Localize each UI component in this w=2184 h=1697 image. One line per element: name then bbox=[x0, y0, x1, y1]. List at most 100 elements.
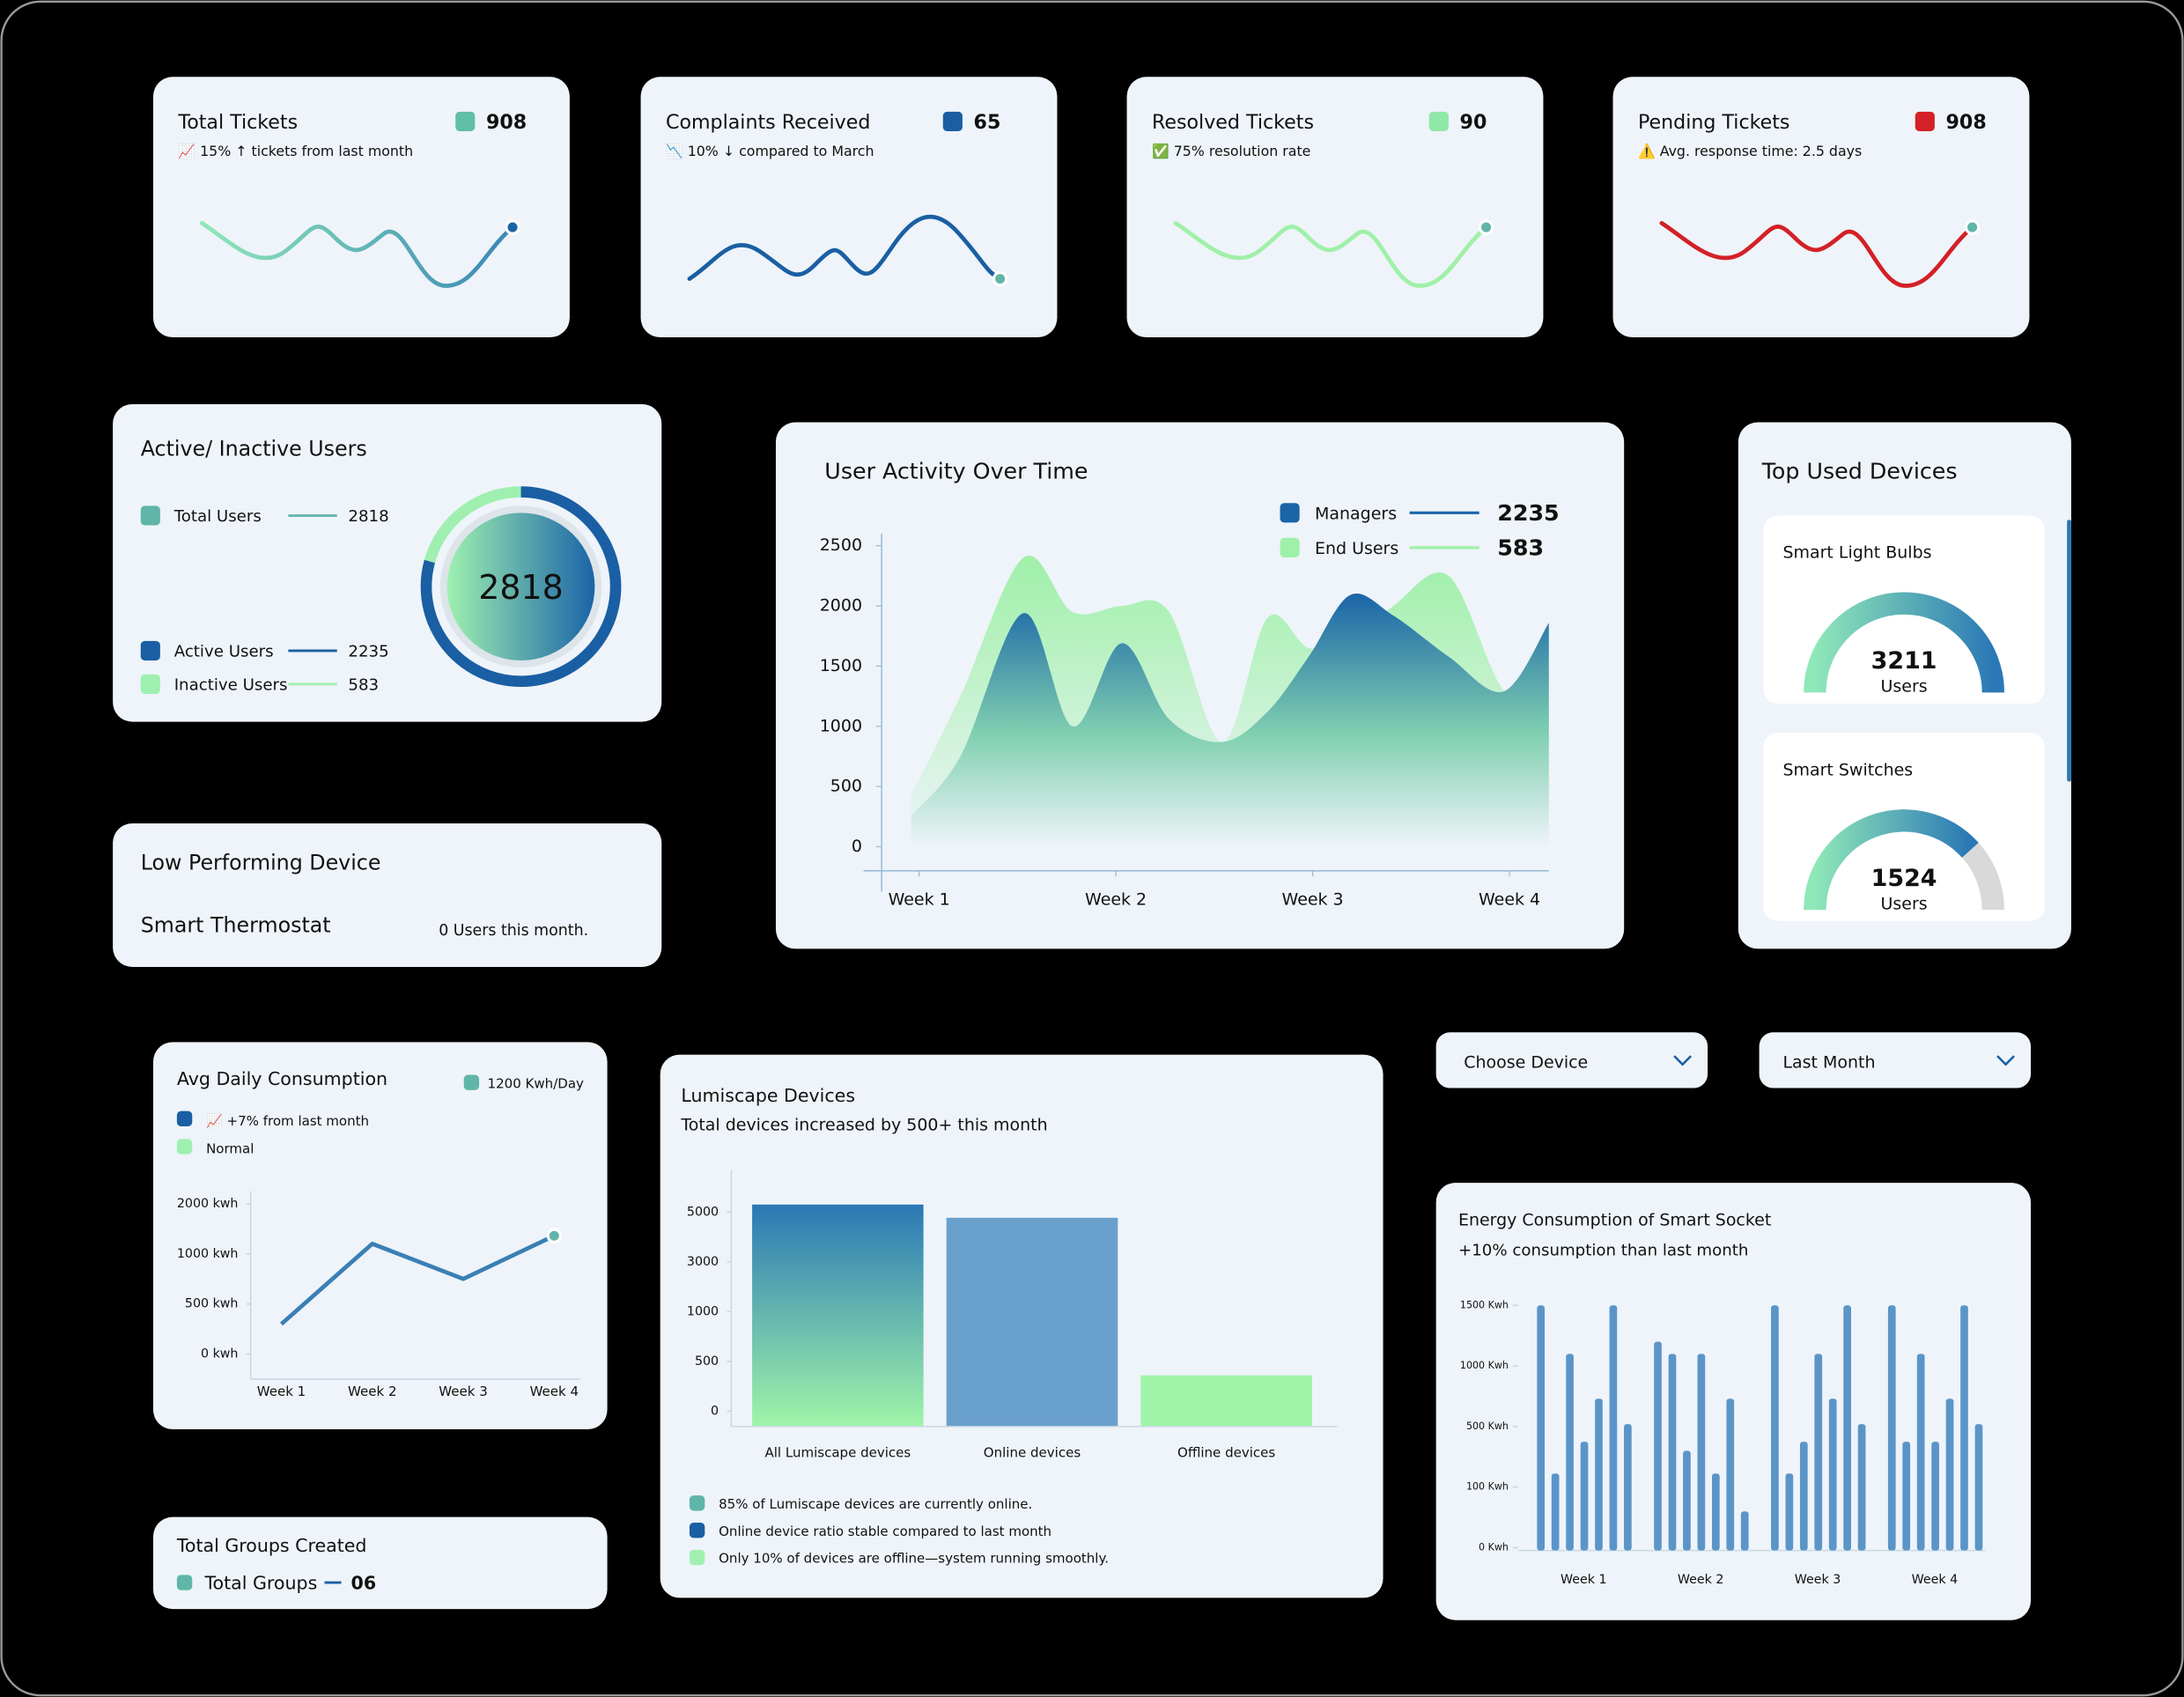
kpi-value: 90 bbox=[1460, 111, 1487, 134]
bar bbox=[1609, 1305, 1618, 1551]
y-tick-label: 1000 bbox=[820, 716, 862, 735]
bar bbox=[1771, 1305, 1779, 1551]
donut-total: 2818 bbox=[478, 568, 564, 607]
bar bbox=[1595, 1398, 1603, 1551]
y-tick-label: 0 Kwh bbox=[1479, 1541, 1509, 1553]
kpi-note: 📉 10% ↓ compared to March bbox=[666, 143, 874, 159]
card bbox=[113, 823, 662, 967]
x-tick-label: Online devices bbox=[984, 1444, 1081, 1460]
device-value: 3211 bbox=[1871, 647, 1937, 675]
x-tick-label: Week 4 bbox=[1912, 1573, 1959, 1587]
legend-label: Normal bbox=[206, 1141, 254, 1157]
card bbox=[152, 77, 570, 338]
x-tick-label: Week 2 bbox=[1678, 1573, 1724, 1587]
x-tick-label: Week 1 bbox=[1561, 1573, 1607, 1587]
y-tick-label: 0 kwh bbox=[201, 1347, 238, 1361]
gauge-arc bbox=[1804, 809, 1979, 911]
x-tick-label: Week 4 bbox=[1479, 890, 1540, 910]
card bbox=[152, 1516, 608, 1610]
dropdown-label: Last Month bbox=[1782, 1053, 1875, 1073]
x-tick-label: Offline devices bbox=[1177, 1444, 1275, 1460]
bar bbox=[1945, 1398, 1954, 1551]
bar bbox=[1857, 1424, 1866, 1551]
bar bbox=[1551, 1473, 1560, 1551]
bar bbox=[1654, 1341, 1662, 1551]
y-tick-label: 1500 Kwh bbox=[1460, 1299, 1509, 1310]
legend-swatch bbox=[463, 1074, 480, 1090]
y-tick-label: 2000 kwh bbox=[177, 1197, 239, 1211]
bar bbox=[1785, 1473, 1794, 1551]
donut-active bbox=[420, 486, 622, 688]
legend-value: 583 bbox=[348, 675, 379, 694]
bar bbox=[1828, 1398, 1837, 1551]
bar bbox=[1887, 1305, 1896, 1551]
legend-label: End Users bbox=[1315, 539, 1398, 558]
y-tick-label: 1000 kwh bbox=[177, 1247, 239, 1261]
note: Online device ratio stable compared to l… bbox=[719, 1524, 1051, 1539]
dropdown[interactable] bbox=[1435, 1032, 1708, 1088]
chart-subtitle: +10% consumption than last month bbox=[1458, 1242, 1748, 1260]
kpi-note: 📈 15% ↑ tickets from last month bbox=[178, 143, 413, 159]
legend-label: 1200 Kwh/Day bbox=[488, 1075, 584, 1091]
chart-title: Energy Consumption of Smart Socket bbox=[1458, 1210, 1771, 1229]
card-title: Total Groups Created bbox=[176, 1535, 367, 1556]
kpi-title: Complaints Received bbox=[666, 111, 870, 134]
legend-label: Active Users bbox=[174, 642, 274, 660]
bar bbox=[1711, 1473, 1720, 1551]
bar bbox=[1726, 1398, 1735, 1551]
legend-label: 📈 +7% from last month bbox=[206, 1113, 369, 1129]
card bbox=[1126, 77, 1544, 338]
x-tick-label: Week 4 bbox=[530, 1383, 579, 1399]
groups-value: 06 bbox=[351, 1573, 377, 1594]
device-note: 0 Users this month. bbox=[439, 922, 588, 940]
card bbox=[640, 77, 1058, 338]
legend-swatch bbox=[689, 1495, 705, 1511]
chevron bbox=[1996, 1055, 2015, 1066]
legend-swatch bbox=[140, 674, 160, 694]
bar bbox=[752, 1204, 924, 1427]
kpi-note: ⚠️ Avg. response time: 2.5 days bbox=[1638, 143, 1862, 159]
x-tick-label: Week 3 bbox=[439, 1383, 487, 1399]
x-tick-label: Week 1 bbox=[257, 1383, 306, 1399]
groups-label: Total Groups bbox=[203, 1573, 317, 1594]
dropdown[interactable] bbox=[1759, 1032, 2032, 1088]
bar bbox=[1799, 1442, 1808, 1551]
note: Only 10% of devices are offline—system r… bbox=[719, 1551, 1109, 1567]
y-tick-label: 100 Kwh bbox=[1466, 1481, 1509, 1493]
legend-label: Inactive Users bbox=[174, 675, 288, 694]
scrollbar bbox=[2067, 520, 2071, 782]
sparkline bbox=[1173, 219, 1494, 288]
bar bbox=[1566, 1354, 1574, 1551]
kpi-title: Total Tickets bbox=[177, 111, 298, 134]
bar bbox=[1683, 1450, 1691, 1551]
y-tick-label: 500 bbox=[695, 1354, 719, 1369]
legend-swatch bbox=[1280, 537, 1300, 557]
y-tick-label: 2500 bbox=[820, 535, 862, 555]
bar bbox=[1843, 1305, 1851, 1551]
y-tick-label: 500 kwh bbox=[185, 1297, 239, 1311]
bar bbox=[1931, 1442, 1939, 1551]
line bbox=[279, 1234, 556, 1326]
kpi-value: 908 bbox=[1946, 111, 1987, 134]
device-name: Smart Switches bbox=[1782, 760, 1913, 779]
legend-swatch bbox=[176, 1575, 193, 1590]
device-unit: Users bbox=[1881, 894, 1928, 913]
x-tick-label: All Lumiscape devices bbox=[764, 1444, 911, 1460]
legend-swatch bbox=[455, 111, 476, 131]
bar bbox=[1740, 1511, 1749, 1551]
device-name: Smart Thermostat bbox=[141, 913, 331, 938]
legend-swatch bbox=[1428, 111, 1449, 131]
device-value: 1524 bbox=[1871, 865, 1937, 892]
bar bbox=[1537, 1305, 1546, 1551]
area bbox=[911, 593, 1549, 847]
x-tick-label: Week 3 bbox=[1795, 1573, 1841, 1587]
chart-title: Avg Daily Consumption bbox=[177, 1068, 387, 1089]
chart-title: Lumiscape Devices bbox=[681, 1085, 855, 1106]
card-title: Top Used Devices bbox=[1761, 458, 1958, 483]
kpi-value: 908 bbox=[486, 111, 527, 134]
y-tick-label: 1000 bbox=[687, 1304, 719, 1318]
bar bbox=[1140, 1375, 1312, 1427]
legend-swatch bbox=[689, 1523, 705, 1538]
legend-label: Managers bbox=[1315, 504, 1397, 523]
